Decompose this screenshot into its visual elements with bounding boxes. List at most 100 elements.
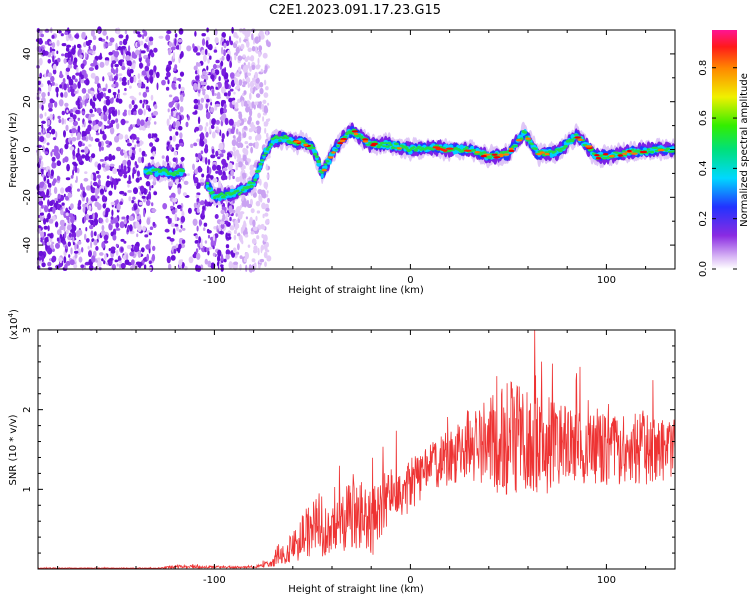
noise-speckle xyxy=(213,93,217,96)
noise-speckle xyxy=(52,68,57,75)
noise-speckle xyxy=(100,230,106,237)
noise-speckle xyxy=(51,255,57,262)
noise-speckle xyxy=(54,83,58,87)
noise-speckle xyxy=(108,75,113,82)
ridge-band xyxy=(320,173,324,179)
noise-speckle xyxy=(44,28,50,33)
snr-y-ticks: 1 2 3 xyxy=(22,327,675,554)
noise-speckle xyxy=(102,133,107,141)
noise-speckle xyxy=(72,83,77,90)
noise-speckle xyxy=(262,213,265,219)
ridge-band xyxy=(284,136,290,140)
noise-speckle xyxy=(234,223,238,231)
noise-speckle xyxy=(135,137,140,141)
noise-speckle xyxy=(64,31,69,35)
noise-speckle xyxy=(202,205,206,211)
noise-speckle xyxy=(166,236,171,240)
noise-speckle xyxy=(168,60,173,65)
noise-speckle xyxy=(121,216,126,220)
noise-speckle xyxy=(141,141,144,145)
noise-speckle xyxy=(57,115,61,119)
noise-speckle xyxy=(240,95,243,102)
ridge-peak xyxy=(362,138,369,141)
noise-speckle xyxy=(47,119,51,126)
noise-speckle xyxy=(205,40,209,48)
noise-speckle xyxy=(243,103,249,107)
noise-speckle xyxy=(147,193,151,198)
noise-speckle xyxy=(169,135,173,141)
noise-speckle xyxy=(67,192,73,198)
noise-speckle xyxy=(96,174,101,179)
noise-speckle xyxy=(212,69,216,74)
noise-speckle xyxy=(140,50,146,54)
noise-speckle xyxy=(56,39,60,47)
ridge-band xyxy=(336,145,340,147)
noise-speckle xyxy=(62,240,67,245)
noise-speckle xyxy=(99,185,105,190)
noise-speckle xyxy=(229,72,235,79)
noise-speckle xyxy=(135,164,139,168)
noise-speckle xyxy=(120,163,124,170)
noise-speckle xyxy=(209,55,212,60)
noise-speckle xyxy=(219,153,224,158)
noise-speckle xyxy=(244,198,247,203)
noise-speckle xyxy=(228,174,231,181)
noise-speckle xyxy=(192,163,195,170)
ridge-band xyxy=(573,133,579,136)
noise-speckle xyxy=(212,164,217,171)
noise-speckle xyxy=(182,192,187,197)
noise-speckle xyxy=(229,88,234,92)
noise-speckle xyxy=(133,104,138,110)
noise-speckle xyxy=(133,30,136,34)
noise-speckle xyxy=(209,175,214,180)
noise-speckle xyxy=(41,145,46,153)
noise-speckle xyxy=(138,92,142,96)
noise-speckle xyxy=(125,55,131,61)
noise-speckle xyxy=(126,215,130,220)
snr-y-scale-note: (x104) xyxy=(7,309,20,340)
noise-speckle xyxy=(264,127,267,134)
noise-speckle xyxy=(142,102,145,109)
noise-speckle xyxy=(239,255,243,259)
noise-speckle xyxy=(246,29,251,38)
noise-speckle xyxy=(258,35,261,43)
noise-speckle xyxy=(263,123,268,127)
noise-speckle xyxy=(113,217,119,224)
noise-speckle xyxy=(82,206,86,213)
noise-speckle xyxy=(237,98,241,104)
noise-speckle xyxy=(124,30,128,35)
noise-speckle xyxy=(246,145,249,149)
noise-speckle xyxy=(250,171,254,175)
noise-speckle xyxy=(242,54,246,58)
ridge-band xyxy=(653,146,658,149)
noise-speckle xyxy=(73,250,79,254)
noise-speckle xyxy=(203,222,208,227)
noise-speckle xyxy=(110,250,116,254)
noise-speckle xyxy=(91,30,95,37)
noise-speckle xyxy=(212,234,216,242)
colorbar-gradient xyxy=(712,30,737,269)
noise-speckle xyxy=(223,92,228,97)
noise-speckle xyxy=(108,248,112,252)
noise-speckle xyxy=(132,62,136,69)
noise-speckle xyxy=(114,109,118,117)
noise-speckle xyxy=(149,41,153,46)
noise-speckle xyxy=(92,221,96,228)
noise-speckle xyxy=(112,234,117,241)
noise-speckle xyxy=(63,91,68,98)
noise-speckle xyxy=(179,106,184,113)
noise-speckle xyxy=(129,68,134,74)
noise-speckle xyxy=(97,163,102,171)
x-tick-label: 0 xyxy=(407,275,413,286)
y-tick-label: -20 xyxy=(22,189,33,205)
noise-speckle xyxy=(116,27,121,35)
noise-speckle xyxy=(265,86,269,91)
ridge-peak xyxy=(525,137,531,140)
spectrogram-heatmap xyxy=(35,26,676,273)
noise-speckle xyxy=(223,258,227,263)
noise-speckle xyxy=(68,33,72,39)
colorbar: 0.0 0.2 0.4 0.6 0.8 Normalized spectral ampl… xyxy=(698,30,750,277)
noise-speckle xyxy=(74,78,78,83)
noise-speckle xyxy=(113,75,118,81)
noise-speckle xyxy=(252,226,258,231)
